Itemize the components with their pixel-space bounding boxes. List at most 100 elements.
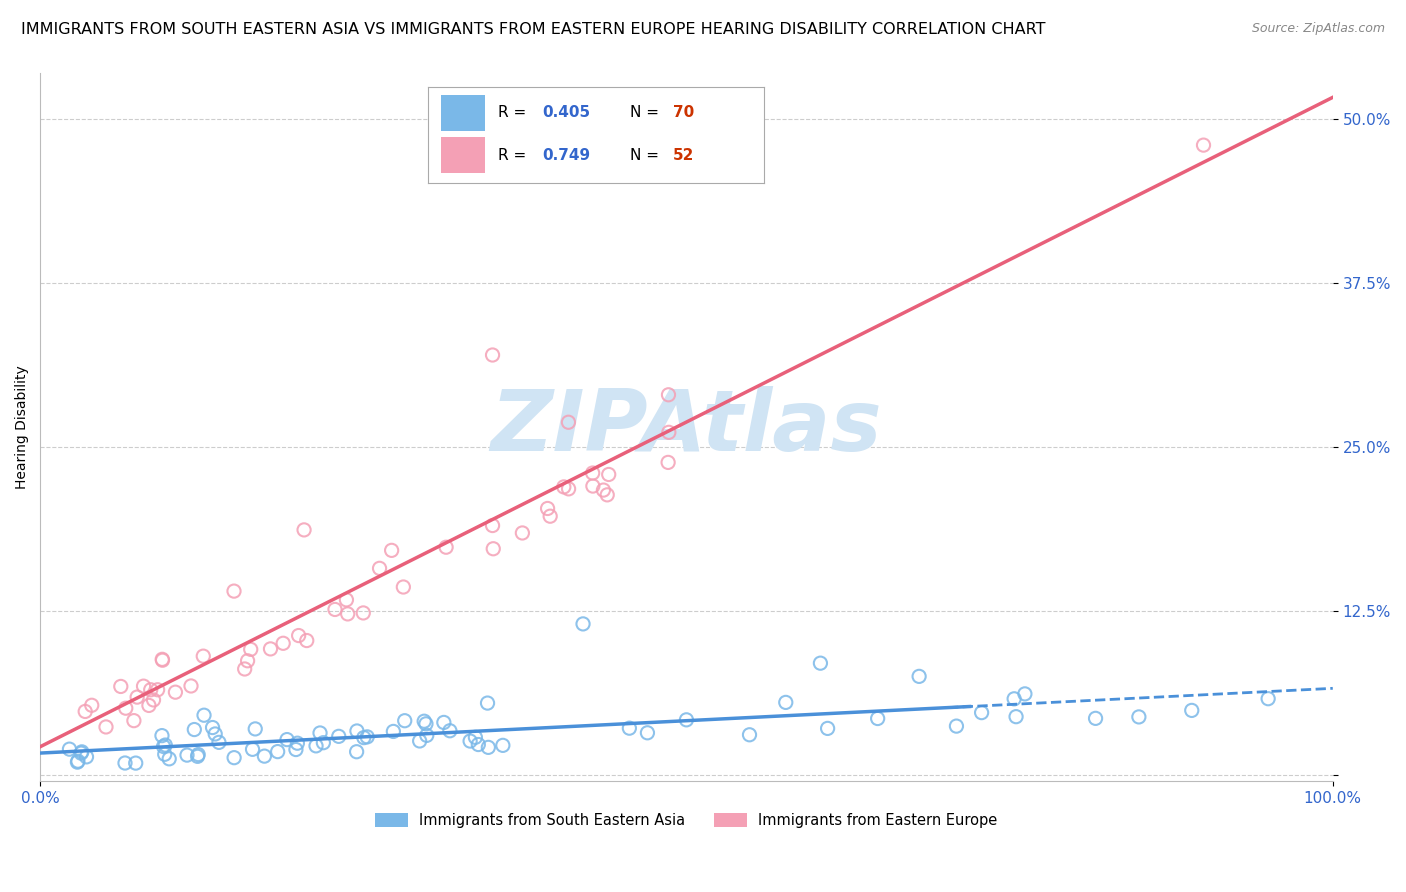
Point [271, 636, 294, 650]
Text: ZIPAtlas: ZIPAtlas [491, 385, 882, 468]
Point [439, 723, 461, 738]
Point [619, 721, 641, 735]
Point [152, 653, 174, 667]
Point [394, 714, 416, 728]
Point [287, 736, 309, 750]
Point [139, 682, 162, 697]
Point [675, 713, 697, 727]
Point [382, 724, 405, 739]
Point [557, 415, 579, 429]
Point [657, 455, 679, 469]
Point [512, 525, 534, 540]
Point [336, 607, 359, 621]
Point [155, 738, 177, 752]
Point [810, 656, 832, 670]
Point [305, 739, 328, 753]
Point [309, 726, 332, 740]
Point [58, 742, 80, 756]
Point [392, 580, 415, 594]
Legend: Immigrants from South Eastern Asia, Immigrants from Eastern Europe: Immigrants from South Eastern Asia, Immi… [370, 807, 1004, 834]
Point [183, 723, 205, 737]
Point [236, 654, 259, 668]
Point [287, 628, 309, 642]
Point [233, 662, 256, 676]
Point [866, 711, 889, 725]
Point [467, 738, 489, 752]
Point [70, 745, 93, 759]
Point [239, 642, 262, 657]
Point [153, 747, 176, 762]
Point [132, 679, 155, 693]
Point [295, 633, 318, 648]
Point [598, 467, 620, 482]
Point [328, 730, 350, 744]
Point [582, 466, 605, 480]
Point [368, 561, 391, 575]
Point [1084, 711, 1107, 725]
Point [582, 479, 605, 493]
Point [636, 726, 658, 740]
Point [381, 543, 404, 558]
Point [557, 482, 579, 496]
Point [76, 749, 98, 764]
Point [276, 732, 298, 747]
Point [538, 509, 561, 524]
Point [165, 685, 187, 699]
Point [224, 750, 246, 764]
Point [242, 742, 264, 756]
Text: IMMIGRANTS FROM SOUTH EASTERN ASIA VS IMMIGRANTS FROM EASTERN EUROPE HEARING DIS: IMMIGRANTS FROM SOUTH EASTERN ASIA VS IM… [21, 22, 1046, 37]
Text: Source: ZipAtlas.com: Source: ZipAtlas.com [1251, 22, 1385, 36]
Point [1128, 710, 1150, 724]
Point [150, 652, 173, 666]
Point [266, 745, 288, 759]
Point [204, 727, 226, 741]
Point [187, 747, 209, 762]
Point [775, 695, 797, 709]
Point [596, 488, 619, 502]
Point [346, 745, 368, 759]
Point [346, 723, 368, 738]
Point [908, 669, 931, 683]
Point [434, 540, 457, 554]
Point [433, 715, 456, 730]
Point [738, 728, 761, 742]
Point [945, 719, 967, 733]
Point [75, 705, 97, 719]
Point [127, 690, 149, 705]
Point [658, 425, 681, 440]
Point [142, 693, 165, 707]
Point [1257, 691, 1279, 706]
Point [114, 701, 136, 715]
Point [1002, 691, 1025, 706]
Point [477, 740, 499, 755]
Point [114, 756, 136, 770]
Point [356, 730, 378, 744]
Point [193, 649, 215, 664]
Point [150, 729, 173, 743]
Point [80, 698, 103, 713]
Point [70, 746, 93, 760]
Point [245, 722, 267, 736]
Point [477, 696, 499, 710]
Point [415, 716, 437, 731]
Point [481, 348, 503, 362]
Point [292, 523, 315, 537]
Point [66, 755, 89, 769]
Point [146, 682, 169, 697]
Point [66, 754, 89, 768]
Point [416, 728, 439, 742]
Point [657, 388, 679, 402]
Point [94, 720, 117, 734]
Point [152, 739, 174, 754]
Point [110, 680, 132, 694]
Point [222, 584, 245, 599]
Point [1014, 687, 1036, 701]
Point [138, 698, 160, 713]
Point [193, 708, 215, 723]
Y-axis label: Hearing Disability: Hearing Disability [15, 365, 30, 489]
Point [482, 541, 505, 556]
Point [353, 731, 375, 745]
Point [176, 748, 198, 763]
Point [201, 721, 224, 735]
Point [592, 483, 614, 497]
